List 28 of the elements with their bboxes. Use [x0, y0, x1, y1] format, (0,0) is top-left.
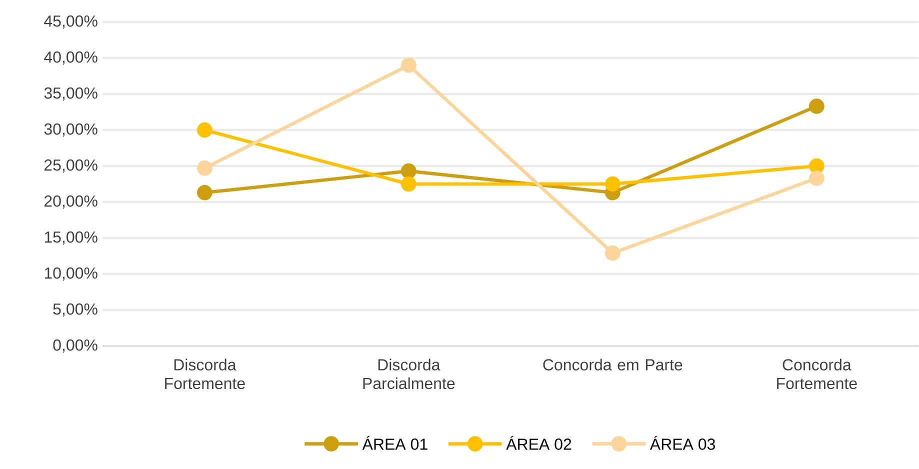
point	[809, 98, 824, 114]
point	[605, 245, 620, 261]
point	[401, 176, 416, 192]
y-tick-label: 20,00%	[44, 195, 98, 209]
point	[605, 176, 620, 192]
point	[197, 160, 212, 176]
y-tick-label: 0,00%	[53, 339, 98, 353]
x-tick-label: Concorda Fortemente	[777, 358, 857, 390]
y-tick-label: 35,00%	[44, 87, 98, 101]
legend-label: ÁREA 02	[506, 436, 572, 450]
point	[401, 58, 416, 73]
x-tick-label: Concorda em Parte	[543, 358, 682, 370]
y-tick-label: 10,00%	[44, 267, 98, 281]
point	[197, 122, 212, 138]
y-tick-label: 5,00%	[53, 303, 98, 317]
y-tick-label: 30,00%	[44, 123, 98, 137]
y-tick-label: 15,00%	[44, 231, 98, 245]
y-tick-label: 40,00%	[44, 51, 98, 65]
point	[197, 184, 212, 200]
point	[809, 170, 824, 186]
point	[401, 163, 416, 179]
x-tick-label: Discorda Parcialmente	[363, 358, 455, 390]
legend-label: ÁREA 03	[650, 436, 715, 450]
y-tick-label: 45,00%	[44, 15, 98, 29]
point	[809, 158, 824, 174]
y-tick-label: 25,00%	[44, 159, 98, 173]
x-tick-label: Discorda Fortemente	[165, 358, 245, 390]
legend-label: ÁREA 01	[362, 436, 428, 450]
